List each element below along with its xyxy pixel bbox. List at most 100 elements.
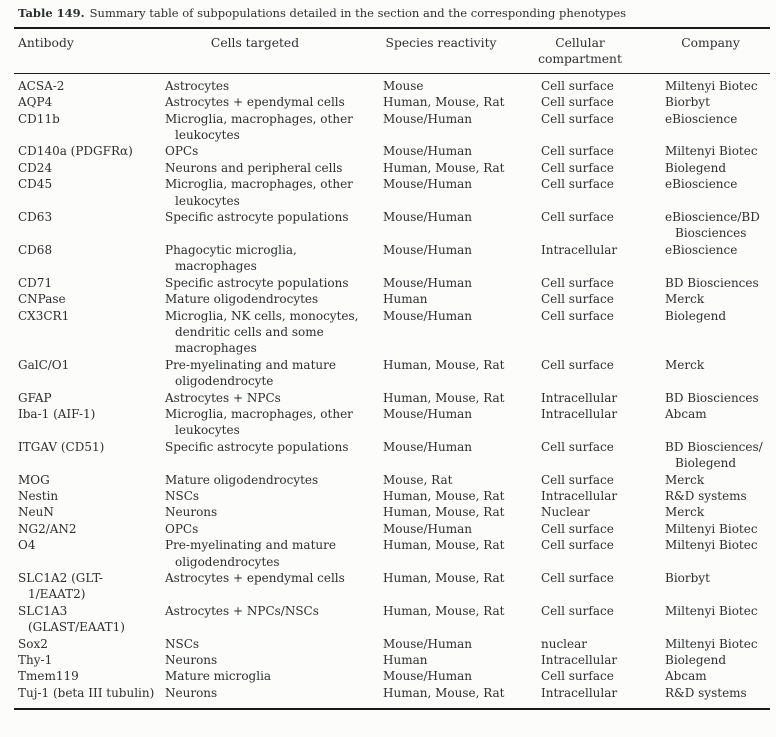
- cell-species: Human, Mouse, Rat: [383, 603, 505, 618]
- caption-text: Summary table of subpopulations detailed…: [89, 6, 627, 20]
- cell-species: Human, Mouse, Rat: [383, 160, 505, 175]
- cell-species: Mouse/Human: [383, 439, 472, 454]
- cell-cells: Neurons and peripheral cells: [165, 160, 343, 175]
- cell-cells: Astrocytes + ependymal cells: [165, 95, 345, 110]
- cell-species: Human, Mouse, Rat: [383, 571, 505, 585]
- cell-antibody: CD68: [18, 242, 53, 257]
- column-header-antibody: Antibody: [18, 36, 74, 50]
- cell-species: Mouse/Human: [383, 210, 472, 225]
- cell-cells: OPCs: [165, 521, 199, 536]
- cell-cells: Mature oligodendrocytes: [165, 292, 319, 307]
- cell-antibody: SLC1A2 (GLT-1/EAAT2): [18, 571, 103, 602]
- cell-cells: Pre-myelinating and mature oligodendrocy…: [165, 357, 336, 389]
- table-row: NeuN Neurons Human, Mouse, Rat Nuclear Merck: [14, 504, 770, 520]
- cell-cells: OPCs: [165, 144, 199, 159]
- cell-species: Human, Mouse, Rat: [383, 390, 505, 405]
- cell-antibody: NG2/AN2: [18, 521, 77, 536]
- cell-antibody: Nestin: [18, 488, 59, 503]
- cell-compartment: nuclear: [541, 636, 588, 651]
- table-body: ACSA-2 Astrocytes Mouse Cell surface Milteny…: [14, 74, 770, 708]
- table-row: CD11b Microglia, macrophages, other leuko…: [14, 111, 770, 144]
- cell-species: Mouse/Human: [383, 275, 472, 290]
- table-header-row: Antibody Cells targeted Species reactivi…: [14, 29, 770, 74]
- cell-compartment: Cell surface: [541, 571, 614, 585]
- cell-compartment: Cell surface: [541, 357, 614, 372]
- cell-species: Human, Mouse, Rat: [383, 488, 505, 503]
- table-row: GalC/O1 Pre-myelinating and mature oligod…: [14, 357, 770, 390]
- cell-antibody: O4: [18, 538, 36, 553]
- cell-company: Merck: [665, 505, 705, 520]
- cell-compartment: Cell surface: [541, 472, 614, 487]
- cell-compartment: Intracellular: [541, 390, 618, 405]
- cell-species: Human, Mouse, Rat: [383, 685, 505, 700]
- cell-antibody: CNPase: [18, 292, 66, 307]
- cell-cells: Microglia, macrophages, other leukocytes: [165, 177, 353, 208]
- cell-antibody: GFAP: [18, 390, 52, 405]
- table-row: NG2/AN2 OPCs Mouse/Human Cell surface Milten…: [14, 521, 770, 537]
- cell-company: Miltenyi Biotec: [665, 521, 758, 536]
- cell-compartment: Intracellular: [541, 488, 618, 503]
- cell-company: Merck: [665, 292, 705, 307]
- table-row: Tmem119 Mature microglia Mouse/Human Cell s…: [14, 668, 770, 684]
- cell-species: Mouse/Human: [383, 111, 472, 126]
- table-row: Sox2 NSCs Mouse/Human nuclear Miltenyi Biote…: [14, 636, 770, 652]
- cell-antibody: ACSA-2: [18, 78, 65, 93]
- cell-antibody: Tuj-1 (beta III tubulin): [18, 685, 155, 700]
- column-header-cellular-compartment: Cellular compartment: [538, 36, 622, 67]
- cell-cells: Neurons: [165, 653, 218, 668]
- cell-species: Mouse/Human: [383, 177, 472, 192]
- cell-antibody: AQP4: [18, 95, 53, 110]
- table-row: AQP4 Astrocytes + ependymal cells Human, M…: [14, 94, 770, 110]
- cell-company: Abcam: [665, 669, 707, 684]
- cell-company: Miltenyi Biotec: [665, 636, 758, 651]
- cell-cells: Microglia, macrophages, other leukocytes: [165, 406, 353, 438]
- cell-antibody: CD24: [18, 160, 53, 175]
- cell-species: Mouse/Human: [383, 521, 472, 536]
- cell-compartment: Intracellular: [541, 242, 618, 257]
- cell-species: Human, Mouse, Rat: [383, 95, 505, 110]
- table-row: O4 Pre-myelinating and mature oligodendro…: [14, 537, 770, 570]
- cell-company: Biolegend: [665, 308, 727, 323]
- cell-compartment: Cell surface: [541, 538, 614, 553]
- cell-cells: Specific astrocyte populations: [165, 210, 349, 225]
- table-row: GFAP Astrocytes + NPCs Human, Mouse, Rat In…: [14, 390, 770, 406]
- cell-compartment: Cell surface: [541, 210, 614, 225]
- table-row: CD24 Neurons and peripheral cells Human, M…: [14, 160, 770, 176]
- cell-compartment: Cell surface: [541, 439, 614, 454]
- table-row: CD45 Microglia, macrophages, other leukoc…: [14, 176, 770, 209]
- cell-antibody: Tmem119: [18, 669, 79, 684]
- cell-antibody: NeuN: [18, 505, 54, 520]
- cell-company: Biolegend: [665, 160, 727, 175]
- table-row: Nestin NSCs Human, Mouse, Rat Intracellular…: [14, 488, 770, 504]
- cell-company: BD Biosciences/ Biolegend: [665, 439, 763, 471]
- cell-compartment: Cell surface: [541, 603, 614, 618]
- cell-antibody: CX3CR1: [18, 308, 70, 323]
- cell-compartment: Cell surface: [541, 275, 614, 290]
- cell-company: Miltenyi Biotec: [665, 538, 758, 553]
- cell-cells: Astrocytes + NPCs: [165, 390, 281, 405]
- cell-antibody: ITGAV (CD51): [18, 439, 105, 454]
- cell-antibody: CD63: [18, 210, 53, 225]
- table-row: ITGAV (CD51) Specific astrocyte populatio…: [14, 439, 770, 472]
- cell-cells: Microglia, macrophages, other leukocytes: [165, 111, 353, 143]
- cell-antibody: CD140a (PDGFRα): [18, 144, 133, 159]
- cell-cells: Astrocytes: [165, 78, 230, 93]
- table-row: Tuj-1 (beta III tubulin) Neurons Human, Mo…: [14, 685, 770, 701]
- cell-company: Biolegend: [665, 653, 727, 668]
- cell-compartment: Intracellular: [541, 406, 618, 421]
- cell-compartment: Cell surface: [541, 308, 614, 323]
- table-number: Table 149.: [18, 6, 85, 20]
- table-row: MOG Mature oligodendrocytes Mouse, Rat Cell…: [14, 472, 770, 488]
- cell-species: Human: [383, 292, 428, 307]
- table-row: CD71 Specific astrocyte populations Mouse/…: [14, 275, 770, 291]
- cell-company: Miltenyi Biotec: [665, 78, 758, 93]
- cell-compartment: Cell surface: [541, 78, 614, 93]
- cell-species: Mouse/Human: [383, 144, 472, 159]
- cell-compartment: Intracellular: [541, 653, 618, 668]
- cell-species: Mouse/Human: [383, 669, 472, 684]
- cell-compartment: Cell surface: [541, 292, 614, 307]
- cell-compartment: Cell surface: [541, 669, 614, 684]
- cell-species: Mouse/Human: [383, 406, 472, 421]
- cell-species: Human, Mouse, Rat: [383, 357, 505, 372]
- table-row: Thy-1 Neurons Human Intracellular Biolegend: [14, 652, 770, 668]
